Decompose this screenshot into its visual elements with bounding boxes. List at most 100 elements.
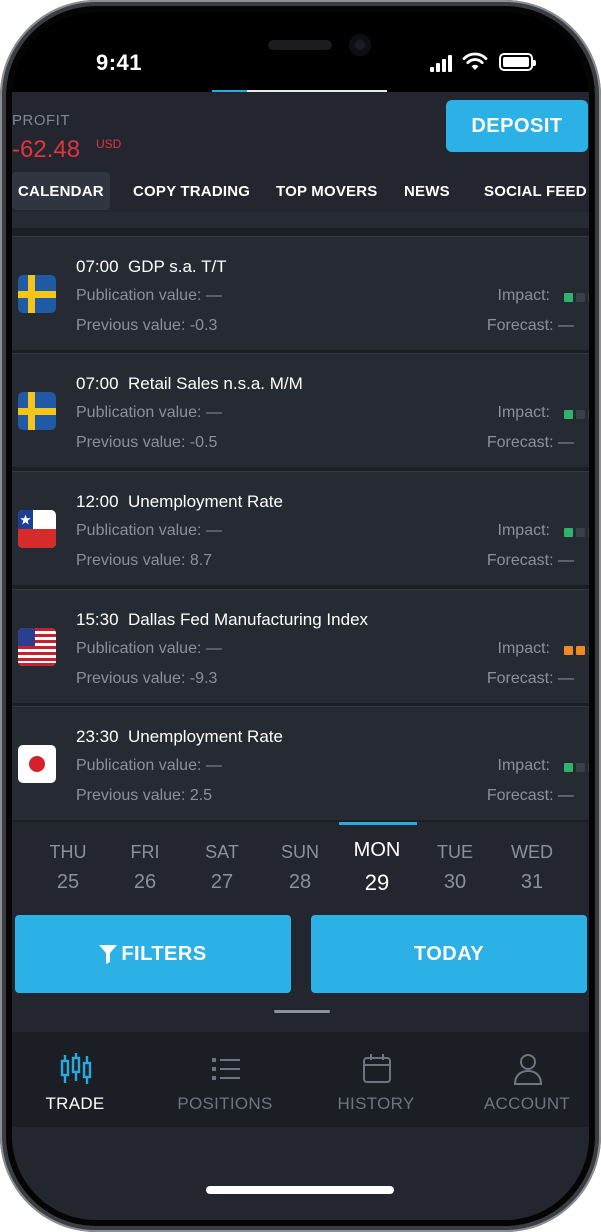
status-time: 9:41 (96, 50, 143, 75)
profit-value: -62.48 (12, 136, 81, 163)
publication-value: Publication value: — (76, 757, 222, 774)
account-header: PROFIT -62.48 USD DEPOSIT (12, 92, 589, 172)
previous-value: Previous value: -9.3 (76, 670, 218, 687)
event-title: 15:30 Dallas Fed Manufacturing Index (76, 610, 369, 629)
bottom-safe-area (12, 1127, 589, 1220)
calendar-events-list[interactable]: 07:00 GDP s.a. T/T Publication value: — … (12, 228, 589, 822)
event-title: 23:30 Unemployment Rate (76, 727, 283, 746)
screen: 9:41 PROFIT -62.48 USD DEPOSIT (12, 12, 589, 1220)
impact-label: Impact: (497, 522, 550, 539)
filters-label: FILTERS (121, 942, 207, 965)
drag-handle[interactable] (274, 1010, 330, 1013)
event-row[interactable]: 07:00 Retail Sales n.s.a. M/M Publicatio… (12, 353, 589, 467)
tabs-spacer (12, 212, 589, 228)
tab-news[interactable]: NEWS (404, 182, 450, 200)
event-title: 07:00 GDP s.a. T/T (76, 257, 227, 276)
progress-line (247, 90, 387, 92)
event-row[interactable]: 07:00 GDP s.a. T/T Publication value: — … (12, 236, 589, 350)
previous-value: Previous value: -0.5 (76, 434, 218, 451)
impact-indicator (564, 410, 589, 419)
impact-label: Impact: (497, 757, 550, 774)
day-fri[interactable]: FRI 26 (130, 842, 160, 893)
publication-value: Publication value: — (76, 287, 222, 304)
day-sat[interactable]: SAT 27 (205, 842, 239, 893)
filters-button[interactable]: FILTERS (15, 915, 291, 993)
forecast-value: Forecast: — (486, 787, 574, 804)
list-icon (212, 1058, 240, 1080)
battery-icon (499, 53, 536, 71)
event-row[interactable]: 15:30 Dallas Fed Manufacturing Index Pub… (12, 589, 589, 703)
impact-square (576, 646, 585, 655)
front-camera (349, 34, 371, 56)
tabbar-trade[interactable]: TRADE (12, 1032, 145, 1127)
bottom-tab-bar: TRADE POSITIONS (12, 1032, 589, 1127)
tabbar-history[interactable]: HISTORY (306, 1032, 446, 1127)
impact-square (588, 410, 589, 419)
tabbar-account[interactable]: ACCOUNT (457, 1032, 589, 1127)
wifi-icon (462, 52, 488, 70)
japan-flag-icon (18, 745, 56, 783)
impact-square (564, 293, 573, 302)
event-row[interactable]: 12:00 Unemployment Rate Publication valu… (12, 471, 589, 585)
sweden-flag-icon (18, 275, 56, 313)
speaker-grille (268, 40, 332, 50)
selected-day-indicator (339, 822, 417, 825)
sweden-flag-icon (18, 392, 56, 430)
filter-icon (99, 945, 118, 964)
impact-indicator (564, 293, 589, 302)
progress-accent (212, 90, 247, 92)
forecast-value: Forecast: — (486, 552, 574, 569)
previous-value: Previous value: -0.3 (76, 317, 218, 334)
day-mon[interactable]: MON 29 (353, 839, 401, 895)
impact-square (564, 528, 573, 537)
day-wed[interactable]: WED 31 (511, 842, 553, 893)
forecast-value: Forecast: — (486, 670, 574, 687)
impact-square (588, 528, 589, 537)
home-indicator[interactable] (206, 1186, 394, 1194)
impact-square (588, 293, 589, 302)
forecast-value: Forecast: — (486, 434, 574, 451)
tabbar-label: TRADE (45, 1094, 105, 1113)
day-thu[interactable]: THU 25 (49, 842, 87, 893)
publication-value: Publication value: — (76, 522, 222, 539)
previous-value: Previous value: 8.7 (76, 552, 213, 569)
today-button[interactable]: TODAY (311, 915, 587, 993)
impact-label: Impact: (497, 640, 550, 657)
day-sun[interactable]: SUN 28 (280, 842, 319, 893)
candlestick-icon (60, 1053, 92, 1084)
impact-square (564, 410, 573, 419)
impact-indicator (564, 528, 589, 537)
impact-indicator (564, 646, 589, 655)
impact-square (564, 646, 573, 655)
day-tue[interactable]: TUE 30 (437, 842, 473, 893)
profit-label: PROFIT (12, 112, 70, 129)
deposit-button[interactable]: DEPOSIT (446, 100, 588, 152)
impact-indicator (564, 763, 589, 772)
event-row[interactable]: 23:30 Unemployment Rate Publication valu… (12, 706, 589, 820)
impact-square (564, 763, 573, 772)
calendar-actions: FILTERS TODAY (12, 912, 589, 1032)
impact-square (576, 763, 585, 772)
forecast-value: Forecast: — (486, 317, 574, 334)
impact-square (576, 528, 585, 537)
calendar-icon (363, 1054, 391, 1083)
impact-label: Impact: (497, 404, 550, 421)
event-title: 07:00 Retail Sales n.s.a. M/M (76, 374, 303, 393)
profit-currency: USD (96, 137, 122, 151)
publication-value: Publication value: — (76, 404, 222, 421)
impact-label: Impact: (497, 287, 550, 304)
tab-calendar[interactable]: CALENDAR (12, 172, 110, 210)
impact-square (588, 646, 589, 655)
tab-social-feed[interactable]: SOCIAL FEED (484, 182, 587, 200)
tab-copy-trading[interactable]: COPY TRADING (133, 182, 251, 200)
day-picker: THU 25 FRI 26 SAT 27 SUN 28 MON 29 TUE 30 WED 3… (12, 822, 589, 912)
section-tabs: CALENDAR COPY TRADING TOP MOVERS NEWS SO… (12, 172, 589, 212)
impact-square (588, 763, 589, 772)
tab-top-movers[interactable]: TOP MOVERS (276, 182, 378, 200)
tabbar-label: ACCOUNT (483, 1094, 571, 1113)
event-title: 12:00 Unemployment Rate (76, 492, 283, 511)
chile-flag-icon (18, 510, 56, 548)
status-bar: 9:41 (12, 12, 589, 92)
tabbar-positions[interactable]: POSITIONS (155, 1032, 295, 1127)
